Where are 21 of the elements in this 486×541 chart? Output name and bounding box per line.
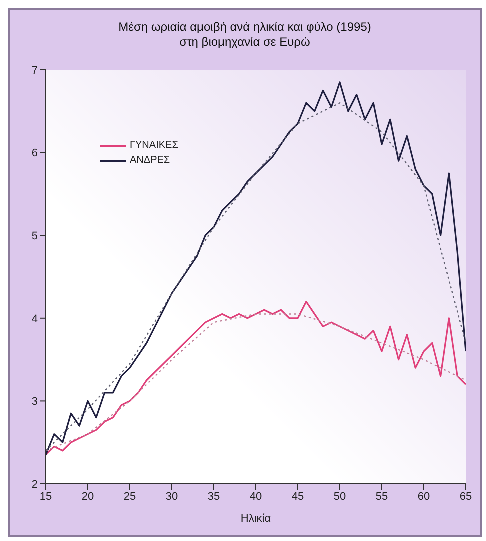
x-tick-label: 20 [82, 490, 94, 503]
x-tick-label: 35 [208, 490, 220, 503]
y-tick-label: 4 [32, 313, 38, 326]
x-tick-label: 45 [292, 490, 304, 503]
chart-title: Μέση ωριαία αμοιβή ανά ηλικία και φύλο (1995) στη βιομηχανία σε Ευρώ [118, 20, 372, 50]
x-tick-label: 15 [40, 490, 52, 503]
x-tick-label: 55 [376, 490, 388, 503]
x-tick-label: 50 [334, 490, 346, 503]
legend-label: ΓΥΝΑΙΚΕΣ [130, 140, 178, 151]
x-tick-label: 65 [460, 490, 472, 503]
y-tick-label: 7 [32, 64, 38, 77]
y-tick-label: 2 [32, 478, 38, 491]
legend-label: ΑΝΔΡΕΣ [130, 155, 170, 166]
y-tick-label: 6 [32, 148, 38, 160]
x-axis-title: Ηλικία [240, 513, 272, 525]
y-tick-label: 5 [32, 230, 38, 243]
x-tick-label: 25 [124, 490, 136, 503]
x-tick-label: 60 [418, 490, 430, 503]
y-tick-label: 3 [32, 396, 38, 408]
x-tick-label: 40 [250, 490, 262, 503]
x-tick-label: 30 [166, 490, 178, 503]
